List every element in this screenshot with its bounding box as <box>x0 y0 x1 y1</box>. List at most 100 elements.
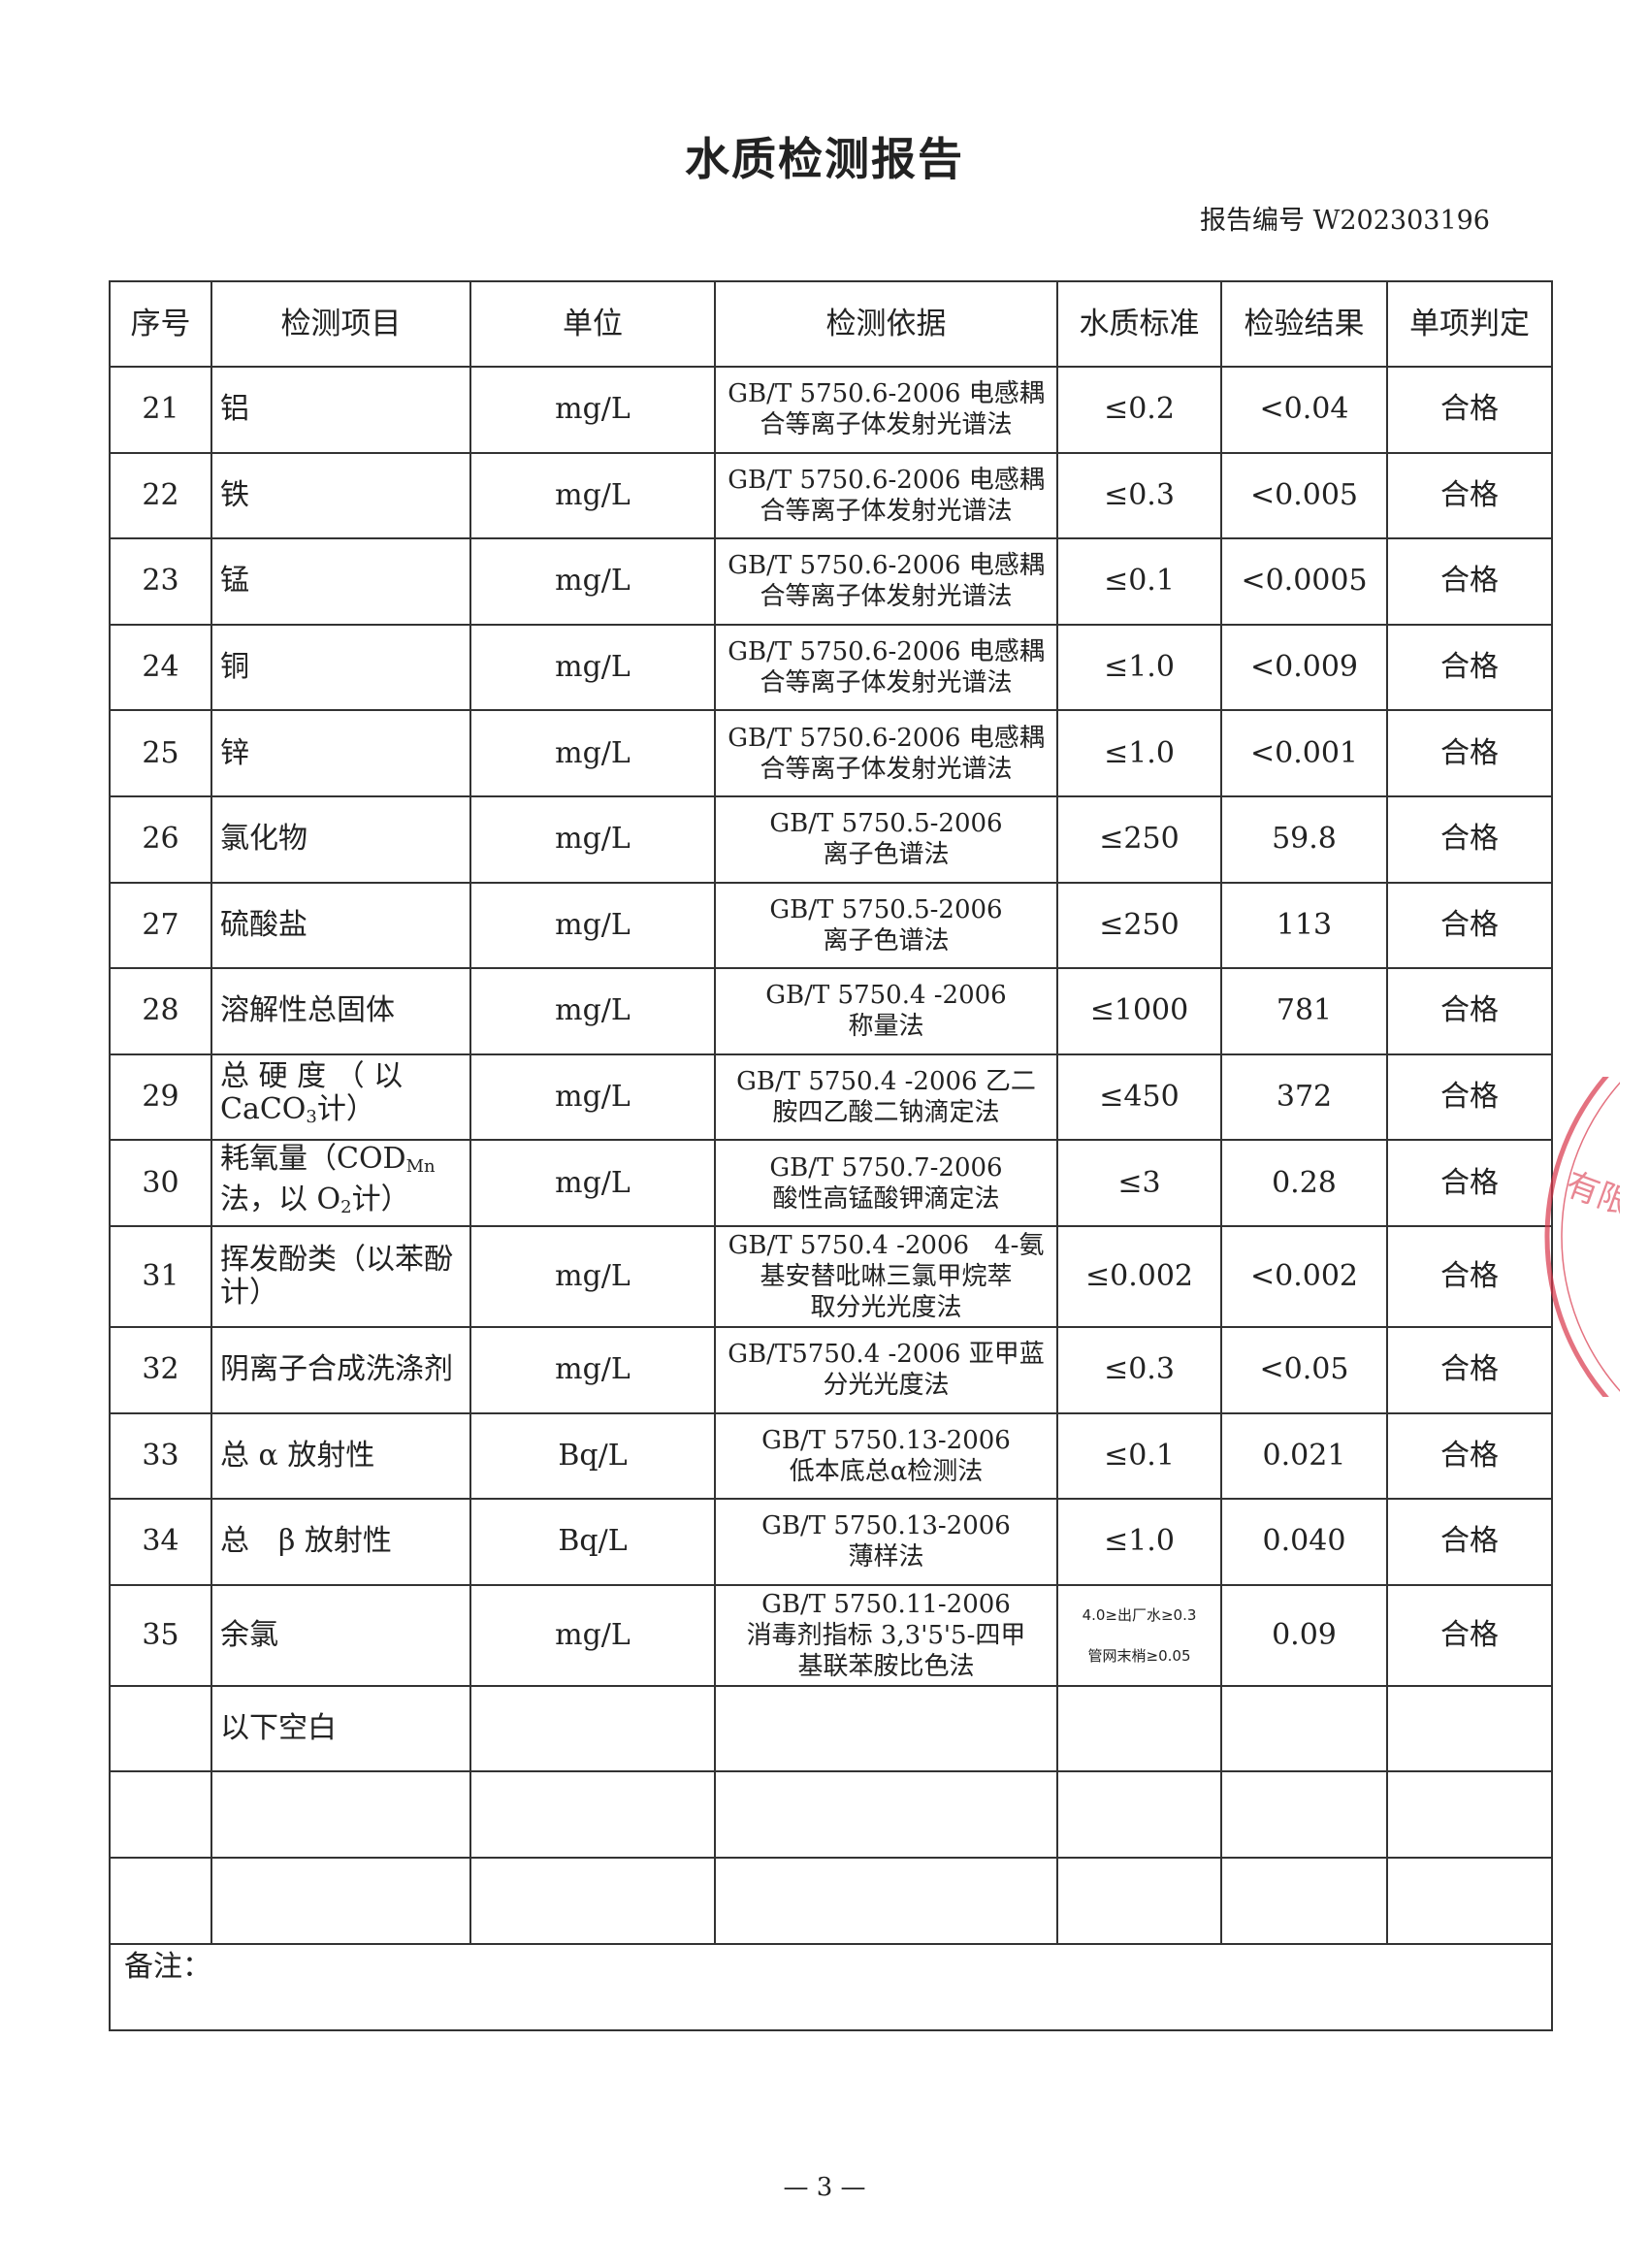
water-standard: ≤1.0 <box>1056 1498 1222 1586</box>
test-method: GB/T 5750.7-2006 酸性高锰酸钾滴定法 <box>714 1139 1058 1227</box>
test-item: 锰 <box>210 537 471 626</box>
standard-line: ≤1.0 <box>1104 1524 1175 1559</box>
test-item-text: 铝 <box>220 392 249 427</box>
table-row: 24 铜 mg/L GB/T 5750.6-2006 电感耦 合等离子体发射光谱法 ≤1.… <box>109 623 1553 712</box>
verdict: 合格 <box>1386 451 1553 540</box>
test-result: 0.28 <box>1220 1139 1388 1227</box>
test-method: GB/T 5750.4 -2006 称量法 <box>714 967 1058 1055</box>
verdict: 合格 <box>1386 794 1553 884</box>
water-standard: ≤450 <box>1056 1053 1222 1142</box>
test-method-line: 胺四乙酸二钠滴定法 <box>772 1098 1000 1128</box>
test-method: GB/T5750.4 -2006 亚甲蓝 分光光度法 <box>714 1325 1058 1414</box>
test-item: 总 硬 度 （ 以 CaCO3计） <box>210 1053 471 1142</box>
row-number: 33 <box>109 1411 212 1501</box>
test-method-line: GB/T 5750.5-2006 <box>769 894 1003 924</box>
test-method: GB/T 5750.6-2006 电感耦 合等离子体发射光谱法 <box>714 623 1058 712</box>
test-item <box>210 1856 471 1945</box>
test-method-line: GB/T 5750.13-2006 <box>761 1511 1011 1541</box>
water-standard: ≤250 <box>1056 794 1222 884</box>
test-method-line: GB/T 5750.6-2006 电感耦 <box>728 465 1045 495</box>
test-method <box>714 1770 1058 1859</box>
unit: mg/L <box>469 1583 716 1687</box>
row-number: 23 <box>109 537 212 626</box>
row-number: 28 <box>109 967 212 1055</box>
standard-line: ≤1000 <box>1089 993 1189 1028</box>
row-number: 32 <box>109 1325 212 1414</box>
test-item-text: 硫酸盐 <box>220 907 307 942</box>
standard-line: ≤0.3 <box>1104 477 1175 512</box>
unit: Bq/L <box>469 1498 716 1586</box>
row-number: 31 <box>109 1224 212 1328</box>
test-method-line: 合等离子体发射光谱法 <box>760 754 1013 784</box>
row-number: 27 <box>109 881 212 970</box>
test-method-line: GB/T 5750.11-2006 <box>761 1589 1011 1619</box>
test-method-line: GB/T 5750.13-2006 <box>761 1425 1011 1455</box>
water-standard <box>1056 1684 1222 1773</box>
table-row: 21 铝 mg/L GB/T 5750.6-2006 电感耦 合等离子体发射光谱法 ≤0.… <box>109 366 1553 454</box>
test-item-text: 余氯 <box>220 1617 278 1652</box>
standard-line: ≤1.0 <box>1104 735 1175 770</box>
company-seal: 有限公司 <box>1544 1077 1620 1397</box>
test-method: GB/T 5750.6-2006 电感耦 合等离子体发射光谱法 <box>714 451 1058 540</box>
test-method-line: GB/T 5750.7-2006 <box>769 1152 1003 1183</box>
test-item: 硫酸盐 <box>210 881 471 970</box>
standard-line: ≤0.2 <box>1104 392 1175 427</box>
unit: Bq/L <box>469 1411 716 1501</box>
test-item-text: 挥发酚类（以苯酚计） <box>220 1242 453 1310</box>
verdict: 合格 <box>1386 623 1553 712</box>
test-result: <0.002 <box>1220 1224 1388 1328</box>
test-result: 0.09 <box>1220 1583 1388 1687</box>
table-row: 22 铁 mg/L GB/T 5750.6-2006 电感耦 合等离子体发射光谱法 ≤0.… <box>109 451 1553 540</box>
header-verdict: 单项判定 <box>1386 280 1553 368</box>
header-method: 检测依据 <box>714 280 1058 368</box>
water-standard: ≤1.0 <box>1056 709 1222 797</box>
test-item-text: 3 <box>306 1107 317 1128</box>
row-number: 35 <box>109 1583 212 1687</box>
standard-line: ≤0.3 <box>1104 1352 1175 1387</box>
test-method-line: 合等离子体发射光谱法 <box>760 582 1013 612</box>
standard-line: ≤250 <box>1099 907 1180 942</box>
verdict: 合格 <box>1386 881 1553 970</box>
test-method <box>714 1684 1058 1773</box>
unit: mg/L <box>469 1325 716 1414</box>
test-method-line: 酸性高锰酸钾滴定法 <box>772 1183 1000 1214</box>
verdict: 合格 <box>1386 1325 1553 1414</box>
test-method: GB/T 5750.4 -2006 4-氨 基安替吡啉三氯甲烷萃 取分光光度法 <box>714 1224 1058 1328</box>
test-method-line: 合等离子体发射光谱法 <box>760 496 1013 526</box>
standard-line: 管网末梢≥0.05 <box>1087 1646 1191 1665</box>
unit <box>469 1684 716 1773</box>
test-item: 溶解性总固体 <box>210 967 471 1055</box>
test-result: 113 <box>1220 881 1388 970</box>
water-standard <box>1056 1856 1222 1945</box>
standard-line: ≤250 <box>1099 822 1180 857</box>
test-method-line: 分光光度法 <box>823 1371 950 1401</box>
test-item: 氯化物 <box>210 794 471 884</box>
table-row: 23 锰 mg/L GB/T 5750.6-2006 电感耦 合等离子体发射光谱法 ≤0.… <box>109 537 1553 626</box>
test-method: GB/T 5750.4 -2006 乙二 胺四乙酸二钠滴定法 <box>714 1053 1058 1142</box>
test-item-text: 溶解性总固体 <box>220 993 395 1028</box>
test-item: 铜 <box>210 623 471 712</box>
report-title: 水质检测报告 <box>685 133 964 185</box>
test-item-text: 计） <box>351 1182 410 1216</box>
test-method: GB/T 5750.11-2006 消毒剂指标 3,3'5'5-四甲 基联苯胺比色法 <box>714 1583 1058 1687</box>
unit: mg/L <box>469 794 716 884</box>
test-result: 781 <box>1220 967 1388 1055</box>
test-method-line: 离子色谱法 <box>823 925 950 956</box>
table-row <box>109 1856 1553 1945</box>
test-method: GB/T 5750.6-2006 电感耦 合等离子体发射光谱法 <box>714 366 1058 454</box>
test-method-line: 薄样法 <box>848 1542 924 1572</box>
test-method-line: 合等离子体发射光谱法 <box>760 410 1013 440</box>
row-number: 24 <box>109 623 212 712</box>
standard-line: ≤3 <box>1117 1165 1161 1200</box>
test-method-line: 离子色谱法 <box>823 840 950 870</box>
test-method-line: 取分光光度法 <box>810 1292 962 1322</box>
test-method: GB/T 5750.5-2006 离子色谱法 <box>714 794 1058 884</box>
verdict <box>1386 1770 1553 1859</box>
table-row: 30 耗氧量（CODMn法，以 O2计） mg/L GB/T 5750.7-2006 酸… <box>109 1139 1553 1227</box>
table-row: 32 阴离子合成洗涤剂 mg/L GB/T5750.4 -2006 亚甲蓝 分光光度法 ≤… <box>109 1325 1553 1414</box>
table-row: 29 总 硬 度 （ 以 CaCO3计） mg/L GB/T 5750.4 -2006… <box>109 1053 1553 1142</box>
table-row: 27 硫酸盐 mg/L GB/T 5750.5-2006 离子色谱法 ≤250 113 合格 <box>109 881 1553 970</box>
water-standard: ≤0.1 <box>1056 1411 1222 1501</box>
verdict: 合格 <box>1386 1411 1553 1501</box>
standard-line: ≤450 <box>1099 1080 1180 1115</box>
